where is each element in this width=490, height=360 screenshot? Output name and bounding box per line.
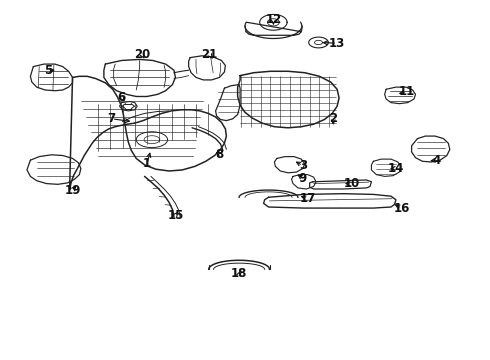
Text: 14: 14 [388, 162, 404, 175]
Text: 6: 6 [118, 91, 125, 104]
Text: 4: 4 [432, 154, 440, 167]
Text: 16: 16 [393, 202, 410, 215]
Text: 19: 19 [64, 184, 81, 197]
Text: 7: 7 [108, 112, 116, 125]
Text: 2: 2 [329, 112, 337, 125]
Text: 13: 13 [329, 37, 345, 50]
Text: 10: 10 [343, 177, 360, 190]
Text: 1: 1 [143, 157, 151, 170]
Text: 21: 21 [201, 48, 218, 61]
Text: 15: 15 [167, 209, 184, 222]
Text: 3: 3 [299, 159, 307, 172]
Text: 9: 9 [299, 172, 307, 185]
Text: 18: 18 [231, 267, 247, 280]
Text: 20: 20 [134, 48, 150, 61]
Text: 12: 12 [265, 13, 282, 26]
Text: 8: 8 [216, 148, 223, 161]
Text: 17: 17 [299, 192, 316, 205]
Text: 11: 11 [398, 85, 415, 98]
Text: 5: 5 [44, 64, 52, 77]
